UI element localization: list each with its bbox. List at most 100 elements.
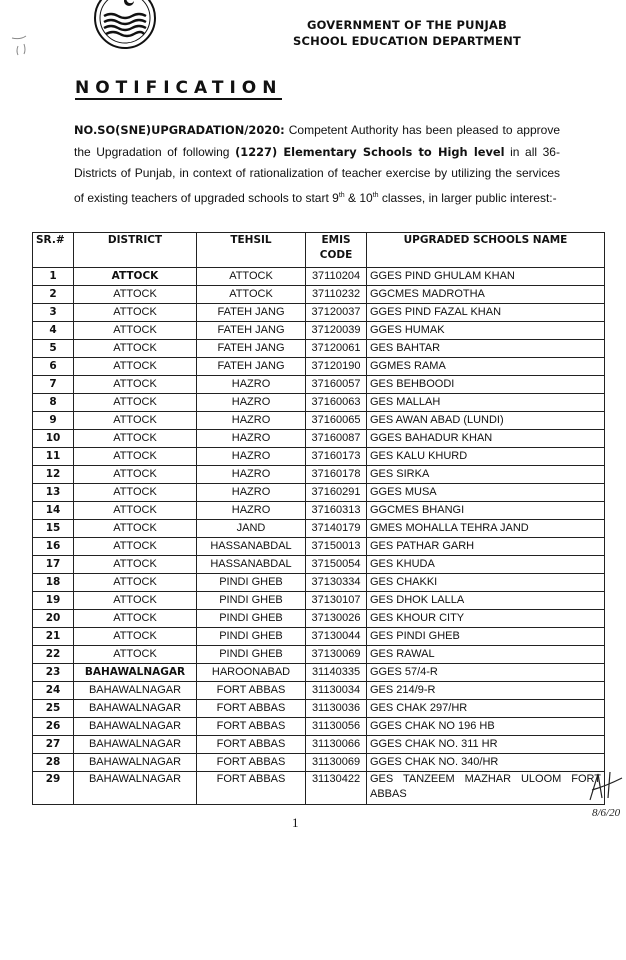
- table-row: 21 ATTOCK PINDI GHEB 37130044 GES PINDI GHEB: [32, 627, 605, 646]
- cell-school-name: GGES MUSA: [366, 483, 605, 502]
- body-text: classes, in larger public interest:-: [378, 190, 557, 205]
- svg-text:8/6/20: 8/6/20: [592, 807, 621, 819]
- cell-sr: 14: [32, 501, 74, 520]
- table-row: 14 ATTOCK HAZRO 37160313 GGCMES BHANGI: [32, 501, 605, 520]
- header-sr: SR.#: [32, 232, 74, 268]
- cell-district: ATTOCK: [73, 573, 197, 592]
- cell-school-name: GES RAWAL: [366, 645, 605, 664]
- body-bold-text: (1227) Elementary Schools to High level: [235, 144, 505, 159]
- cell-school-name: GES KHUDA: [366, 555, 605, 574]
- cell-sr: 20: [32, 609, 74, 628]
- cell-school-name: GES PINDI GHEB: [366, 627, 605, 646]
- cell-school-name: GGES PIND FAZAL KHAN: [366, 303, 605, 322]
- cell-district: ATTOCK: [73, 555, 197, 574]
- government-line: GOVERNMENT OF THE PUNJAB: [306, 18, 507, 32]
- table-row: 24 BAHAWALNAGAR FORT ABBAS 31130034 GES 214/…: [32, 681, 605, 700]
- cell-tehsil: PINDI GHEB: [196, 627, 306, 646]
- notification-body: NO.SO(SNE)UPGRADATION/2020: Competent Au…: [74, 120, 560, 209]
- cell-emis-code: 37150013: [305, 537, 367, 556]
- cell-district: BAHAWALNAGAR: [73, 717, 197, 736]
- cell-school-name: GES CHAK 297/HR: [366, 699, 605, 718]
- cell-sr: 18: [32, 573, 74, 592]
- cell-tehsil: HAZRO: [196, 465, 306, 484]
- signature: 8/6/20: [589, 771, 623, 819]
- cell-sr: 3: [32, 303, 74, 322]
- cell-district: ATTOCK: [73, 447, 197, 466]
- table-row: 1 ATTOCK ATTOCK 37110204 GGES PIND GHULAM KH…: [32, 267, 605, 286]
- cell-sr: 23: [32, 663, 74, 682]
- scan-mark: [11, 35, 27, 56]
- cell-district: ATTOCK: [73, 375, 197, 394]
- cell-emis-code: 37160313: [305, 501, 367, 520]
- cell-emis-code: 37160291: [305, 483, 367, 502]
- cell-emis-code: 37160057: [305, 375, 367, 394]
- cell-sr: 16: [32, 537, 74, 556]
- cell-district: ATTOCK: [73, 285, 197, 304]
- cell-sr: 1: [32, 267, 74, 286]
- cell-tehsil: ATTOCK: [196, 267, 306, 286]
- cell-emis-code: 37110204: [305, 267, 367, 286]
- page-number: 1: [292, 815, 299, 830]
- cell-school-name: GGCMES MADROTHA: [366, 285, 605, 304]
- cell-tehsil: FATEH JANG: [196, 357, 306, 376]
- cell-school-name: GGES BAHADUR KHAN: [366, 429, 605, 448]
- cell-emis-code: 31130422: [305, 771, 367, 805]
- cell-school-name: GES DHOK LALLA: [366, 591, 605, 610]
- cell-school-name: GGES PIND GHULAM KHAN: [366, 267, 605, 286]
- cell-sr: 26: [32, 717, 74, 736]
- cell-tehsil: FORT ABBAS: [196, 753, 306, 772]
- cell-school-name: GGES CHAK NO. 340/HR: [366, 753, 605, 772]
- table-row: 16 ATTOCK HASSANABDAL 37150013 GES PATHAR GA…: [32, 537, 605, 556]
- cell-emis-code: 37160178: [305, 465, 367, 484]
- cell-district: BAHAWALNAGAR: [73, 735, 197, 754]
- cell-school-name: GES MALLAH: [366, 393, 605, 412]
- cell-school-name: GES CHAKKI: [366, 573, 605, 592]
- cell-sr: 25: [32, 699, 74, 718]
- cell-school-name: GES AWAN ABAD (LUNDI): [366, 411, 605, 430]
- upgraded-schools-table: SR.# DISTRICT TEHSIL EMIS CODE UPGRADED …: [32, 232, 605, 805]
- cell-tehsil: FATEH JANG: [196, 303, 306, 322]
- table-row: 13 ATTOCK HAZRO 37160291 GGES MUSA: [32, 483, 605, 502]
- cell-school-name: GES BEHBOODI: [366, 375, 605, 394]
- cell-sr: 5: [32, 339, 74, 358]
- cell-district: ATTOCK: [73, 411, 197, 430]
- table-row: 19 ATTOCK PINDI GHEB 37130107 GES DHOK LALLA: [32, 591, 605, 610]
- cell-district: ATTOCK: [73, 303, 197, 322]
- table-row: 23 BAHAWALNAGAR HAROONABAD 31140335 GGES 57/…: [32, 663, 605, 682]
- cell-district: ATTOCK: [73, 537, 197, 556]
- cell-sr: 17: [32, 555, 74, 574]
- table-row: 7 ATTOCK HAZRO 37160057 GES BEHBOODI: [32, 375, 605, 394]
- cell-school-name: GES SIRKA: [366, 465, 605, 484]
- cell-sr: 4: [32, 321, 74, 340]
- cell-tehsil: HASSANABDAL: [196, 537, 306, 556]
- table-row: 27 BAHAWALNAGAR FORT ABBAS 31130066 GGES CHA…: [32, 735, 605, 754]
- department-line: SCHOOL EDUCATION DEPARTMENT: [293, 34, 521, 48]
- cell-tehsil: FORT ABBAS: [196, 735, 306, 754]
- cell-emis-code: 37130334: [305, 573, 367, 592]
- cell-district: ATTOCK: [73, 429, 197, 448]
- cell-emis-code: 37120037: [305, 303, 367, 322]
- table-row: 17 ATTOCK HASSANABDAL 37150054 GES KHUDA: [32, 555, 605, 574]
- cell-school-name: GGCMES BHANGI: [366, 501, 605, 520]
- cell-district: ATTOCK: [73, 609, 197, 628]
- cell-sr: 19: [32, 591, 74, 610]
- cell-sr: 24: [32, 681, 74, 700]
- cell-sr: 12: [32, 465, 74, 484]
- cell-emis-code: 37120039: [305, 321, 367, 340]
- cell-tehsil: ATTOCK: [196, 285, 306, 304]
- cell-tehsil: HAZRO: [196, 429, 306, 448]
- cell-tehsil: HAZRO: [196, 375, 306, 394]
- table-row: 9 ATTOCK HAZRO 37160065 GES AWAN ABAD (LUNDI…: [32, 411, 605, 430]
- table-row: 6 ATTOCK FATEH JANG 37120190 GGMES RAMA: [32, 357, 605, 376]
- cell-emis-code: 31130056: [305, 717, 367, 736]
- cell-emis-code: 37120061: [305, 339, 367, 358]
- cell-tehsil: PINDI GHEB: [196, 645, 306, 664]
- cell-tehsil: FATEH JANG: [196, 339, 306, 358]
- cell-sr: 27: [32, 735, 74, 754]
- cell-tehsil: FATEH JANG: [196, 321, 306, 340]
- cell-emis-code: 31130034: [305, 681, 367, 700]
- cell-emis-code: 37130069: [305, 645, 367, 664]
- cell-emis-code: 37160065: [305, 411, 367, 430]
- cell-school-name: GES BAHTAR: [366, 339, 605, 358]
- cell-sr: 15: [32, 519, 74, 538]
